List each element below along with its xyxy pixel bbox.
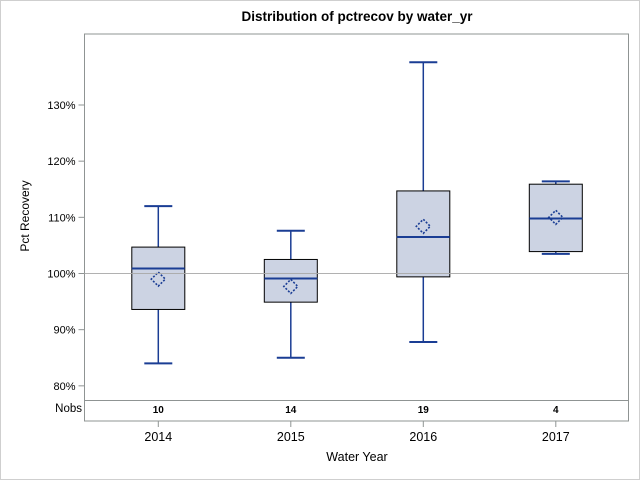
box-group-2015 xyxy=(263,229,318,359)
nobs-row-label: Nobs xyxy=(55,403,82,415)
y-axis-title: Pct Recovery xyxy=(18,180,32,252)
y-tick-label: 80% xyxy=(53,381,75,393)
chart-title: Distribution of pctrecov by water_yr xyxy=(241,9,473,24)
mean-diamond xyxy=(150,270,167,288)
x-tick-label: 2017 xyxy=(542,430,570,444)
nobs-value: 10 xyxy=(153,405,165,416)
y-tick-label: 90% xyxy=(53,325,75,337)
box-group-2017 xyxy=(528,180,583,255)
y-tick-label: 120% xyxy=(47,156,75,168)
y-tick-label: 110% xyxy=(48,212,76,224)
nobs-value: 19 xyxy=(418,405,430,416)
box-group-2016 xyxy=(396,61,451,344)
box-group-2014 xyxy=(131,205,186,365)
y-tick-label: 100% xyxy=(47,269,75,281)
y-tick-label: 130% xyxy=(47,100,75,112)
mean-diamond xyxy=(415,218,432,235)
mean-diamond xyxy=(547,209,564,226)
x-axis-title: Water Year xyxy=(326,450,388,464)
x-tick-label: 2016 xyxy=(409,430,437,444)
nobs-value: 4 xyxy=(553,405,559,416)
plot-frame xyxy=(84,33,629,422)
x-tick-label: 2015 xyxy=(277,430,305,444)
x-tick-label: 2014 xyxy=(144,430,172,444)
mean-diamond xyxy=(282,278,299,295)
nobs-value: 14 xyxy=(285,405,297,416)
iqr-box xyxy=(263,258,318,303)
iqr-box xyxy=(131,246,186,310)
